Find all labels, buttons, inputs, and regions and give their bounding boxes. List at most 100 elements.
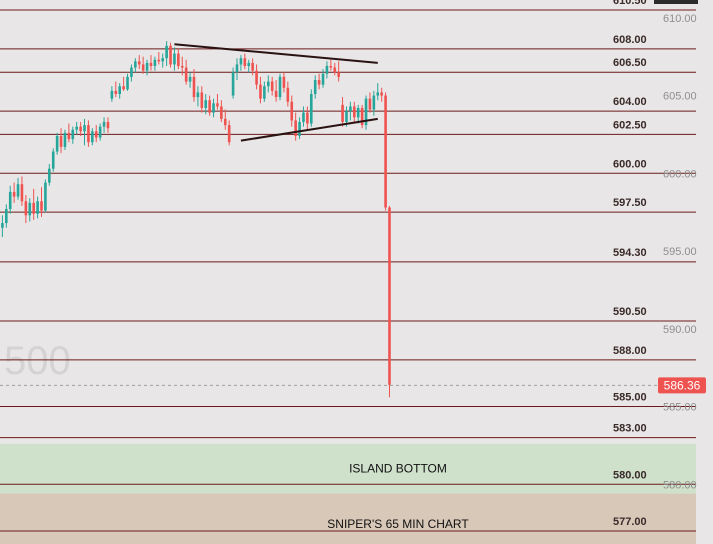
- candle-body: [145, 62, 149, 71]
- candle-body: [247, 62, 251, 67]
- candle-body: [227, 125, 231, 143]
- watermark-text: 500: [4, 339, 71, 383]
- candle-body: [110, 90, 114, 99]
- candle-body: [192, 76, 196, 98]
- candle-body: [55, 135, 59, 152]
- zone-label: SNIPER'S 65 MIN CHART: [327, 517, 469, 531]
- candle-body: [266, 81, 270, 87]
- candle-body: [98, 126, 102, 138]
- candle-body: [188, 76, 192, 82]
- zone-band: [0, 443, 696, 494]
- level-label: 604.00: [613, 96, 647, 108]
- candle-body: [208, 100, 211, 113]
- candle-body: [122, 86, 125, 90]
- candle-body: [345, 111, 348, 122]
- candle-body: [251, 62, 254, 71]
- candle-body: [364, 98, 368, 126]
- candle-body: [255, 70, 258, 85]
- candle-body: [36, 201, 39, 214]
- level-label: 606.50: [613, 57, 647, 69]
- price-axis: 610.00 605.00 600.00 595.00 590.00 585.00 580.…: [663, 13, 697, 492]
- candle-body: [83, 125, 86, 132]
- candle-body: [12, 191, 16, 197]
- candle-body: [169, 45, 172, 65]
- candle-body: [223, 118, 227, 126]
- candle-body: [368, 98, 372, 110]
- candle-body: [94, 131, 98, 138]
- candle-body: [63, 132, 67, 147]
- candle-body: [380, 92, 383, 96]
- candle-body: [59, 135, 63, 147]
- candle-body: [360, 107, 364, 126]
- candle-body: [28, 202, 32, 216]
- candle-body: [114, 90, 118, 94]
- candle-body: [298, 121, 301, 136]
- level-label: 602.50: [613, 119, 647, 131]
- candles-layer: [1, 41, 391, 398]
- candle-body: [165, 45, 168, 59]
- levels-layer: 610.50 608.00 606.50 604.00 602.50 600.00 597.…: [0, 0, 696, 532]
- candle-body: [235, 64, 239, 73]
- axis-tick-label: 585.00: [663, 402, 697, 414]
- level-label: 583.00: [613, 423, 647, 435]
- candle-body: [1, 223, 4, 228]
- candle-body: [212, 103, 215, 113]
- candle-body: [5, 209, 8, 224]
- candle-body: [313, 79, 317, 94]
- candle-body: [353, 106, 356, 118]
- candle-body: [161, 58, 165, 62]
- candle-body: [200, 92, 204, 108]
- candle-body: [290, 101, 294, 121]
- candle-body: [317, 79, 321, 85]
- candle-body: [220, 106, 223, 119]
- candle-body: [356, 107, 360, 118]
- candle-body: [24, 201, 28, 216]
- level-label: 580.00: [613, 469, 647, 481]
- candle-body: [388, 207, 391, 385]
- level-label: 594.30: [613, 247, 647, 259]
- trendlines-layer: [174, 43, 378, 142]
- candle-body: [106, 121, 110, 129]
- trendline: [240, 117, 378, 142]
- candle-body: [216, 103, 219, 107]
- candle-body: [141, 64, 145, 71]
- candle-body: [384, 95, 387, 208]
- candle-body: [32, 202, 35, 214]
- candle-body: [102, 121, 106, 127]
- last-price-tag: [658, 377, 706, 394]
- axis-tick-label: 600.00: [663, 168, 697, 180]
- candle-body: [325, 66, 329, 74]
- candle-body: [137, 61, 141, 65]
- candle-body: [149, 62, 153, 67]
- candle-body: [177, 53, 180, 67]
- candle-body: [8, 191, 12, 210]
- level-label: 590.50: [613, 306, 647, 318]
- zone-band: [0, 493, 696, 544]
- candle-body: [274, 90, 278, 98]
- last-price-value: 586.36: [664, 378, 701, 392]
- candle-body: [91, 131, 94, 143]
- candle-body: [231, 72, 235, 96]
- level-label: 597.50: [613, 197, 647, 209]
- candle-body: [376, 92, 380, 96]
- candle-body: [270, 81, 274, 91]
- level-label: 588.00: [613, 345, 647, 357]
- candle-body: [309, 93, 313, 124]
- candle-body: [173, 53, 176, 65]
- candle-body: [40, 201, 43, 211]
- trendline: [174, 43, 378, 64]
- candle-body: [134, 61, 137, 68]
- candle-body: [259, 84, 262, 99]
- candle-body: [333, 67, 337, 73]
- candle-body: [204, 100, 208, 108]
- axis-tick-label: 590.00: [663, 324, 697, 336]
- candle-body: [75, 126, 78, 130]
- candle-body: [79, 126, 82, 132]
- candle-body: [372, 95, 376, 110]
- candle-body: [282, 76, 286, 88]
- axis-tick-label: 605.00: [663, 91, 697, 103]
- candle-body: [184, 67, 188, 82]
- candle-body: [329, 66, 333, 68]
- candle-body: [321, 73, 325, 85]
- candle-body: [302, 112, 305, 122]
